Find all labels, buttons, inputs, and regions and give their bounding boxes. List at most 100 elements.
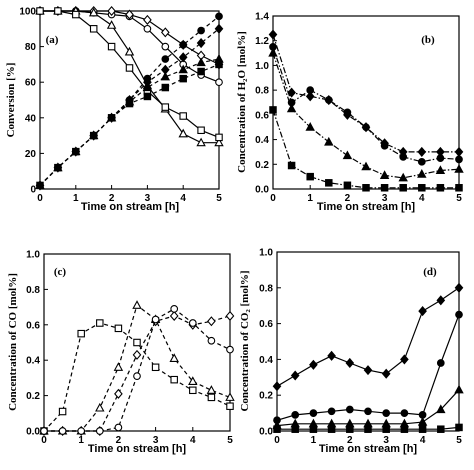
data-point — [324, 136, 334, 146]
data-point — [54, 7, 62, 15]
data-point — [143, 92, 152, 101]
chart-panel: 0 1 2 3 4 5 0.0 0.2 0.4 0.6 0.8 1.0 Time on stream [… — [239, 248, 464, 455]
x-tick-label: 5 — [216, 193, 222, 204]
data-point — [188, 319, 197, 327]
data-point — [161, 83, 170, 92]
data-point — [380, 184, 389, 192]
data-point — [113, 362, 124, 371]
data-point — [132, 349, 142, 360]
data-point — [225, 310, 235, 321]
data-point — [306, 172, 314, 181]
data-point — [197, 26, 205, 35]
series-line — [40, 10, 220, 138]
data-point — [88, 7, 99, 17]
y-tick-label: 0.2 — [259, 391, 273, 402]
data-point — [197, 126, 205, 135]
series — [40, 305, 234, 435]
data-point — [305, 91, 315, 102]
data-point — [77, 427, 86, 435]
data-point — [54, 163, 62, 172]
panel-label: (c) — [54, 266, 67, 278]
series-line — [44, 304, 231, 432]
x-tick-label: 5 — [227, 435, 233, 446]
panel-label: (a) — [46, 34, 59, 46]
x-tick-label: 4 — [419, 193, 425, 204]
series — [272, 384, 464, 430]
data-point — [125, 64, 134, 72]
x-tick-label: 3 — [382, 193, 388, 204]
data-point — [225, 392, 235, 401]
data-point — [143, 14, 152, 25]
y-tick-label: 0.2 — [26, 391, 40, 402]
y-tick-label: 0.6 — [255, 110, 269, 121]
data-point — [179, 40, 188, 49]
data-point — [268, 29, 278, 40]
data-point — [272, 381, 282, 392]
data-point — [361, 161, 371, 171]
data-point — [196, 57, 206, 67]
x-tick-label: 1 — [78, 435, 84, 446]
data-point — [89, 131, 98, 140]
x-tick-label: 1 — [307, 193, 313, 204]
y-axis-label: Concentration of CO [mol%] — [7, 273, 19, 411]
data-point — [418, 425, 427, 433]
data-point — [273, 425, 281, 433]
data-point — [455, 155, 463, 164]
data-point — [362, 184, 370, 192]
chart-panel: 0 1 2 3 4 5 0.0 0.2 0.4 0.6 0.8 1.0 1.2 1.4 Time on st… — [236, 12, 464, 213]
x-axis-label: Time on stream [h] — [88, 443, 187, 455]
series — [269, 43, 463, 166]
data-point — [114, 423, 123, 432]
data-point — [327, 407, 336, 416]
x-tick-label: 3 — [383, 435, 389, 446]
y-tick-label: 0.8 — [259, 283, 273, 294]
data-point — [435, 165, 446, 175]
data-point — [268, 47, 278, 57]
y-tick-label: 100 — [19, 7, 36, 18]
series-line — [272, 46, 460, 163]
x-tick-label: 2 — [116, 435, 122, 446]
data-point — [417, 416, 428, 426]
data-point — [189, 386, 197, 395]
plot-frame — [43, 253, 231, 432]
data-point — [287, 87, 296, 98]
chart-panel: 0 1 2 3 4 5 0.0 0.2 0.4 0.6 0.8 1.0 Time on stream [… — [7, 250, 235, 455]
data-point — [161, 42, 170, 51]
y-tick-label: 20 — [25, 149, 37, 160]
data-point — [124, 46, 135, 56]
data-point — [343, 181, 352, 190]
data-point — [346, 425, 354, 433]
y-tick-label: 0.4 — [26, 356, 40, 367]
data-point — [161, 103, 170, 111]
data-point — [345, 357, 355, 369]
series — [268, 47, 464, 182]
data-point — [327, 425, 336, 433]
data-point — [382, 425, 390, 433]
y-tick-label: 0.8 — [255, 86, 269, 97]
data-point — [169, 310, 179, 321]
data-point — [215, 60, 223, 69]
data-point — [325, 179, 333, 187]
chart-panel: 0 1 2 3 4 5 0 20 40 60 80 100 Time on stream [h] Conv… — [5, 5, 224, 213]
data-point — [143, 24, 152, 33]
data-point — [382, 409, 391, 417]
data-point — [327, 350, 336, 361]
data-point — [437, 425, 445, 433]
series-line — [272, 52, 460, 179]
series — [39, 300, 235, 435]
data-point — [179, 112, 187, 120]
data-point — [169, 353, 179, 362]
data-point — [454, 384, 464, 394]
data-point — [291, 411, 300, 419]
data-point — [380, 141, 389, 150]
y-tick-label: 0.6 — [259, 319, 273, 330]
data-point — [188, 376, 198, 385]
data-point — [226, 402, 234, 410]
data-point — [417, 157, 426, 166]
data-point — [436, 359, 445, 367]
series — [35, 53, 224, 189]
data-point — [125, 9, 134, 20]
series — [36, 7, 223, 142]
data-point — [58, 407, 67, 416]
x-tick-label: 1 — [311, 435, 317, 446]
